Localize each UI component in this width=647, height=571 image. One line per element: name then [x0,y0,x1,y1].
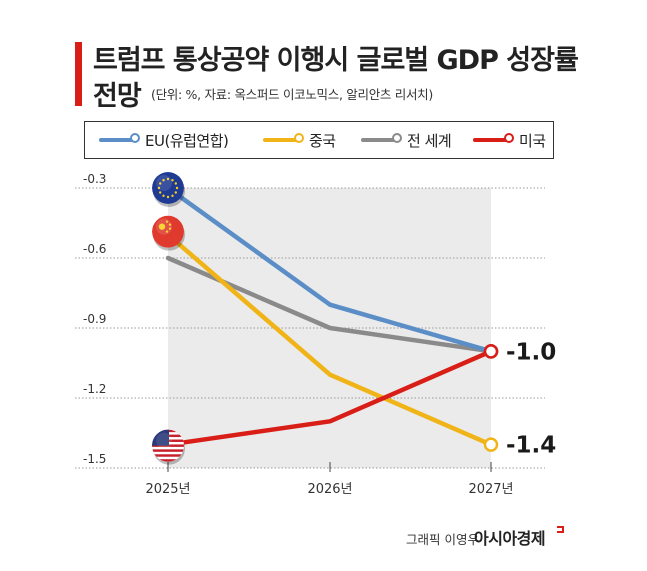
us-flag-icon [152,429,184,462]
chart-title-line2: 전망 [93,81,142,112]
legend-swatch-us [473,133,514,143]
china-star [168,223,172,226]
legend-label-eu: EU(유럽연합) [145,131,229,150]
eu-star [159,191,162,194]
eu-star [171,194,174,197]
end-value-label: -1.4 [506,433,556,459]
legend-label-world: 전 세계 [407,131,452,150]
us-stripe [152,449,184,452]
eu-star [166,177,170,181]
china-star [165,230,169,233]
legend: EU(유럽연합) 중국 전 세계 미국 [84,121,554,159]
title-accent-bar [75,42,82,106]
x-tick-label: 2026년 [307,482,352,497]
china-star [158,223,166,230]
series-line-1 [165,232,494,447]
china-star [168,227,172,230]
x-tick-label: 2027년 [468,482,513,497]
x-tick-label: 2025년 [145,482,190,497]
legend-item-eu: EU(유럽연합) [99,122,229,158]
series-line-3 [165,349,494,447]
graphic-credit: 그래픽 이영우 [406,532,479,547]
legend-swatch-eu [99,133,140,143]
series-line-0 [165,185,494,354]
eu-flag-icon [152,172,184,204]
eu-star [162,179,165,182]
y-tick-label: -0.3 [83,172,106,186]
us-stripe [152,459,184,462]
data-point [483,437,499,452]
chart-title-line1: 트럼프 통상공약 이행시 글로벌 GDP 성장률 [93,45,579,76]
legend-item-us: 미국 [473,122,546,158]
legend-swatch-world [361,133,402,143]
end-value-label: -1.0 [506,339,556,365]
china-star [165,220,169,223]
data-point [483,344,499,359]
china-flag-icon [152,215,184,248]
eu-star [159,182,162,185]
brand-logo: 아시아경제 [474,529,546,548]
eu-star [166,195,170,199]
legend-swatch-china [263,133,304,143]
eu-star [171,179,174,182]
legend-label-us: 미국 [519,131,546,150]
y-tick-label: -0.9 [83,312,106,326]
eu-star [175,186,179,190]
eu-star [157,186,161,190]
legend-item-world: 전 세계 [361,122,452,158]
eu-star [174,182,177,185]
brand-mark-icon [557,526,564,533]
y-tick-label: -0.6 [83,242,106,256]
us-stripe [152,454,184,457]
y-tick-label: -1.2 [83,382,106,396]
unit-source-note: (단위: %, 자료: 옥스퍼드 이코노믹스, 알리안츠 리서치) [151,87,433,102]
line-chart: -0.3 -0.6 -0.9 -1.2 -1.5 2025년 2026년 2027년 -1.… [75,172,556,497]
y-tick-label: -1.5 [83,452,106,466]
legend-label-china: 중국 [309,131,336,150]
eu-star [162,194,165,197]
legend-item-china: 중국 [263,122,336,158]
eu-star [174,191,177,194]
